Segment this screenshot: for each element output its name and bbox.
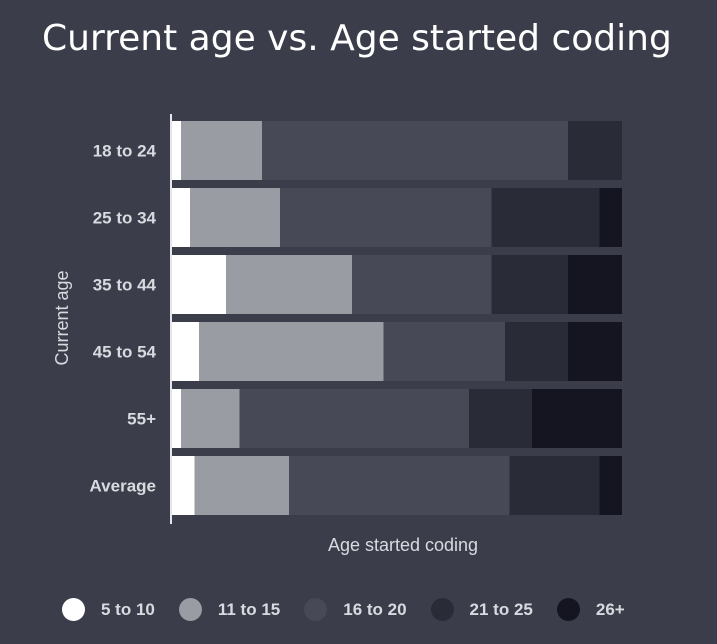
- y-tick-label: 45 to 54: [93, 343, 157, 362]
- legend-label: 21 to 25: [469, 599, 533, 619]
- bar-35-to-44-11-to-15: [226, 255, 352, 314]
- legend-swatch: [62, 598, 85, 621]
- bar-45-to-54-16-to-20: [383, 322, 505, 381]
- bar-55--16-to-20: [239, 389, 469, 448]
- y-tick-label: 18 to 24: [93, 142, 157, 161]
- bar-35-to-44-21-to-25: [491, 255, 568, 314]
- bar-25-to-34-26-: [599, 188, 622, 247]
- legend-item[interactable]: 21 to 25: [430, 598, 533, 621]
- bar-average-21-to-25: [509, 456, 600, 515]
- legend-label: 16 to 20: [343, 599, 407, 619]
- legend-item[interactable]: 11 to 15: [178, 598, 281, 621]
- bar-25-to-34-21-to-25: [491, 188, 600, 247]
- bar-35-to-44-16-to-20: [352, 255, 492, 314]
- legend-label: 5 to 10: [101, 599, 155, 619]
- y-tick-label: 55+: [127, 410, 156, 429]
- bar-55--21-to-25: [469, 389, 532, 448]
- bar-18-to-24-5-to-10: [172, 121, 181, 180]
- stacked-bar-chart: 18 to 24 25 to 34 35 to 44 45 to 54 55+ Avera…: [52, 114, 622, 555]
- bar-35-to-44-26-: [568, 255, 622, 314]
- y-tick-labels: 18 to 24 25 to 34 35 to 44 45 to 54 55+ Avera…: [90, 142, 157, 496]
- legend-item[interactable]: 5 to 10: [62, 598, 155, 621]
- bar-25-to-34-5-to-10: [172, 188, 190, 247]
- legend-swatch: [178, 598, 202, 621]
- bar-average-26-: [599, 456, 622, 515]
- chart-legend: 5 to 10 11 to 15 16 to 20 21 to 25 26+: [62, 598, 649, 621]
- bar-35-to-44-5-to-10: [172, 255, 226, 314]
- y-tick-label: 35 to 44: [93, 276, 157, 295]
- bar-45-to-54-11-to-15: [199, 322, 384, 381]
- bar-55--5-to-10: [172, 389, 181, 448]
- y-tick-label: 25 to 34: [93, 209, 157, 228]
- legend-item[interactable]: 16 to 20: [304, 598, 407, 621]
- bar-45-to-54-21-to-25: [505, 322, 568, 381]
- y-axis-title: Current age: [52, 270, 72, 365]
- bar-18-to-24-16-to-20: [262, 121, 568, 180]
- bar-45-to-54-5-to-10: [172, 322, 199, 381]
- bar-25-to-34-11-to-15: [190, 188, 280, 247]
- bar-18-to-24-11-to-15: [181, 121, 262, 180]
- legend-item[interactable]: 26+: [556, 598, 625, 621]
- bars-group: [172, 121, 622, 515]
- y-tick-label: Average: [90, 477, 156, 496]
- legend-swatch: [430, 598, 454, 621]
- bar-average-11-to-15: [194, 456, 289, 515]
- bar-18-to-24-21-to-25: [568, 121, 622, 180]
- legend-label: 11 to 15: [217, 599, 281, 619]
- bar-average-16-to-20: [289, 456, 510, 515]
- legend-swatch: [556, 598, 580, 621]
- x-axis-title: Age started coding: [328, 535, 478, 555]
- legend-label: 26+: [595, 599, 625, 619]
- bar-55--11-to-15: [181, 389, 240, 448]
- bar-45-to-54-26-: [568, 322, 622, 381]
- chart-title: Current age vs. Age started coding: [42, 18, 672, 59]
- bar-average-5-to-10: [172, 456, 195, 515]
- bar-25-to-34-16-to-20: [280, 188, 492, 247]
- legend-swatch: [304, 598, 328, 621]
- bar-55--26-: [532, 389, 622, 448]
